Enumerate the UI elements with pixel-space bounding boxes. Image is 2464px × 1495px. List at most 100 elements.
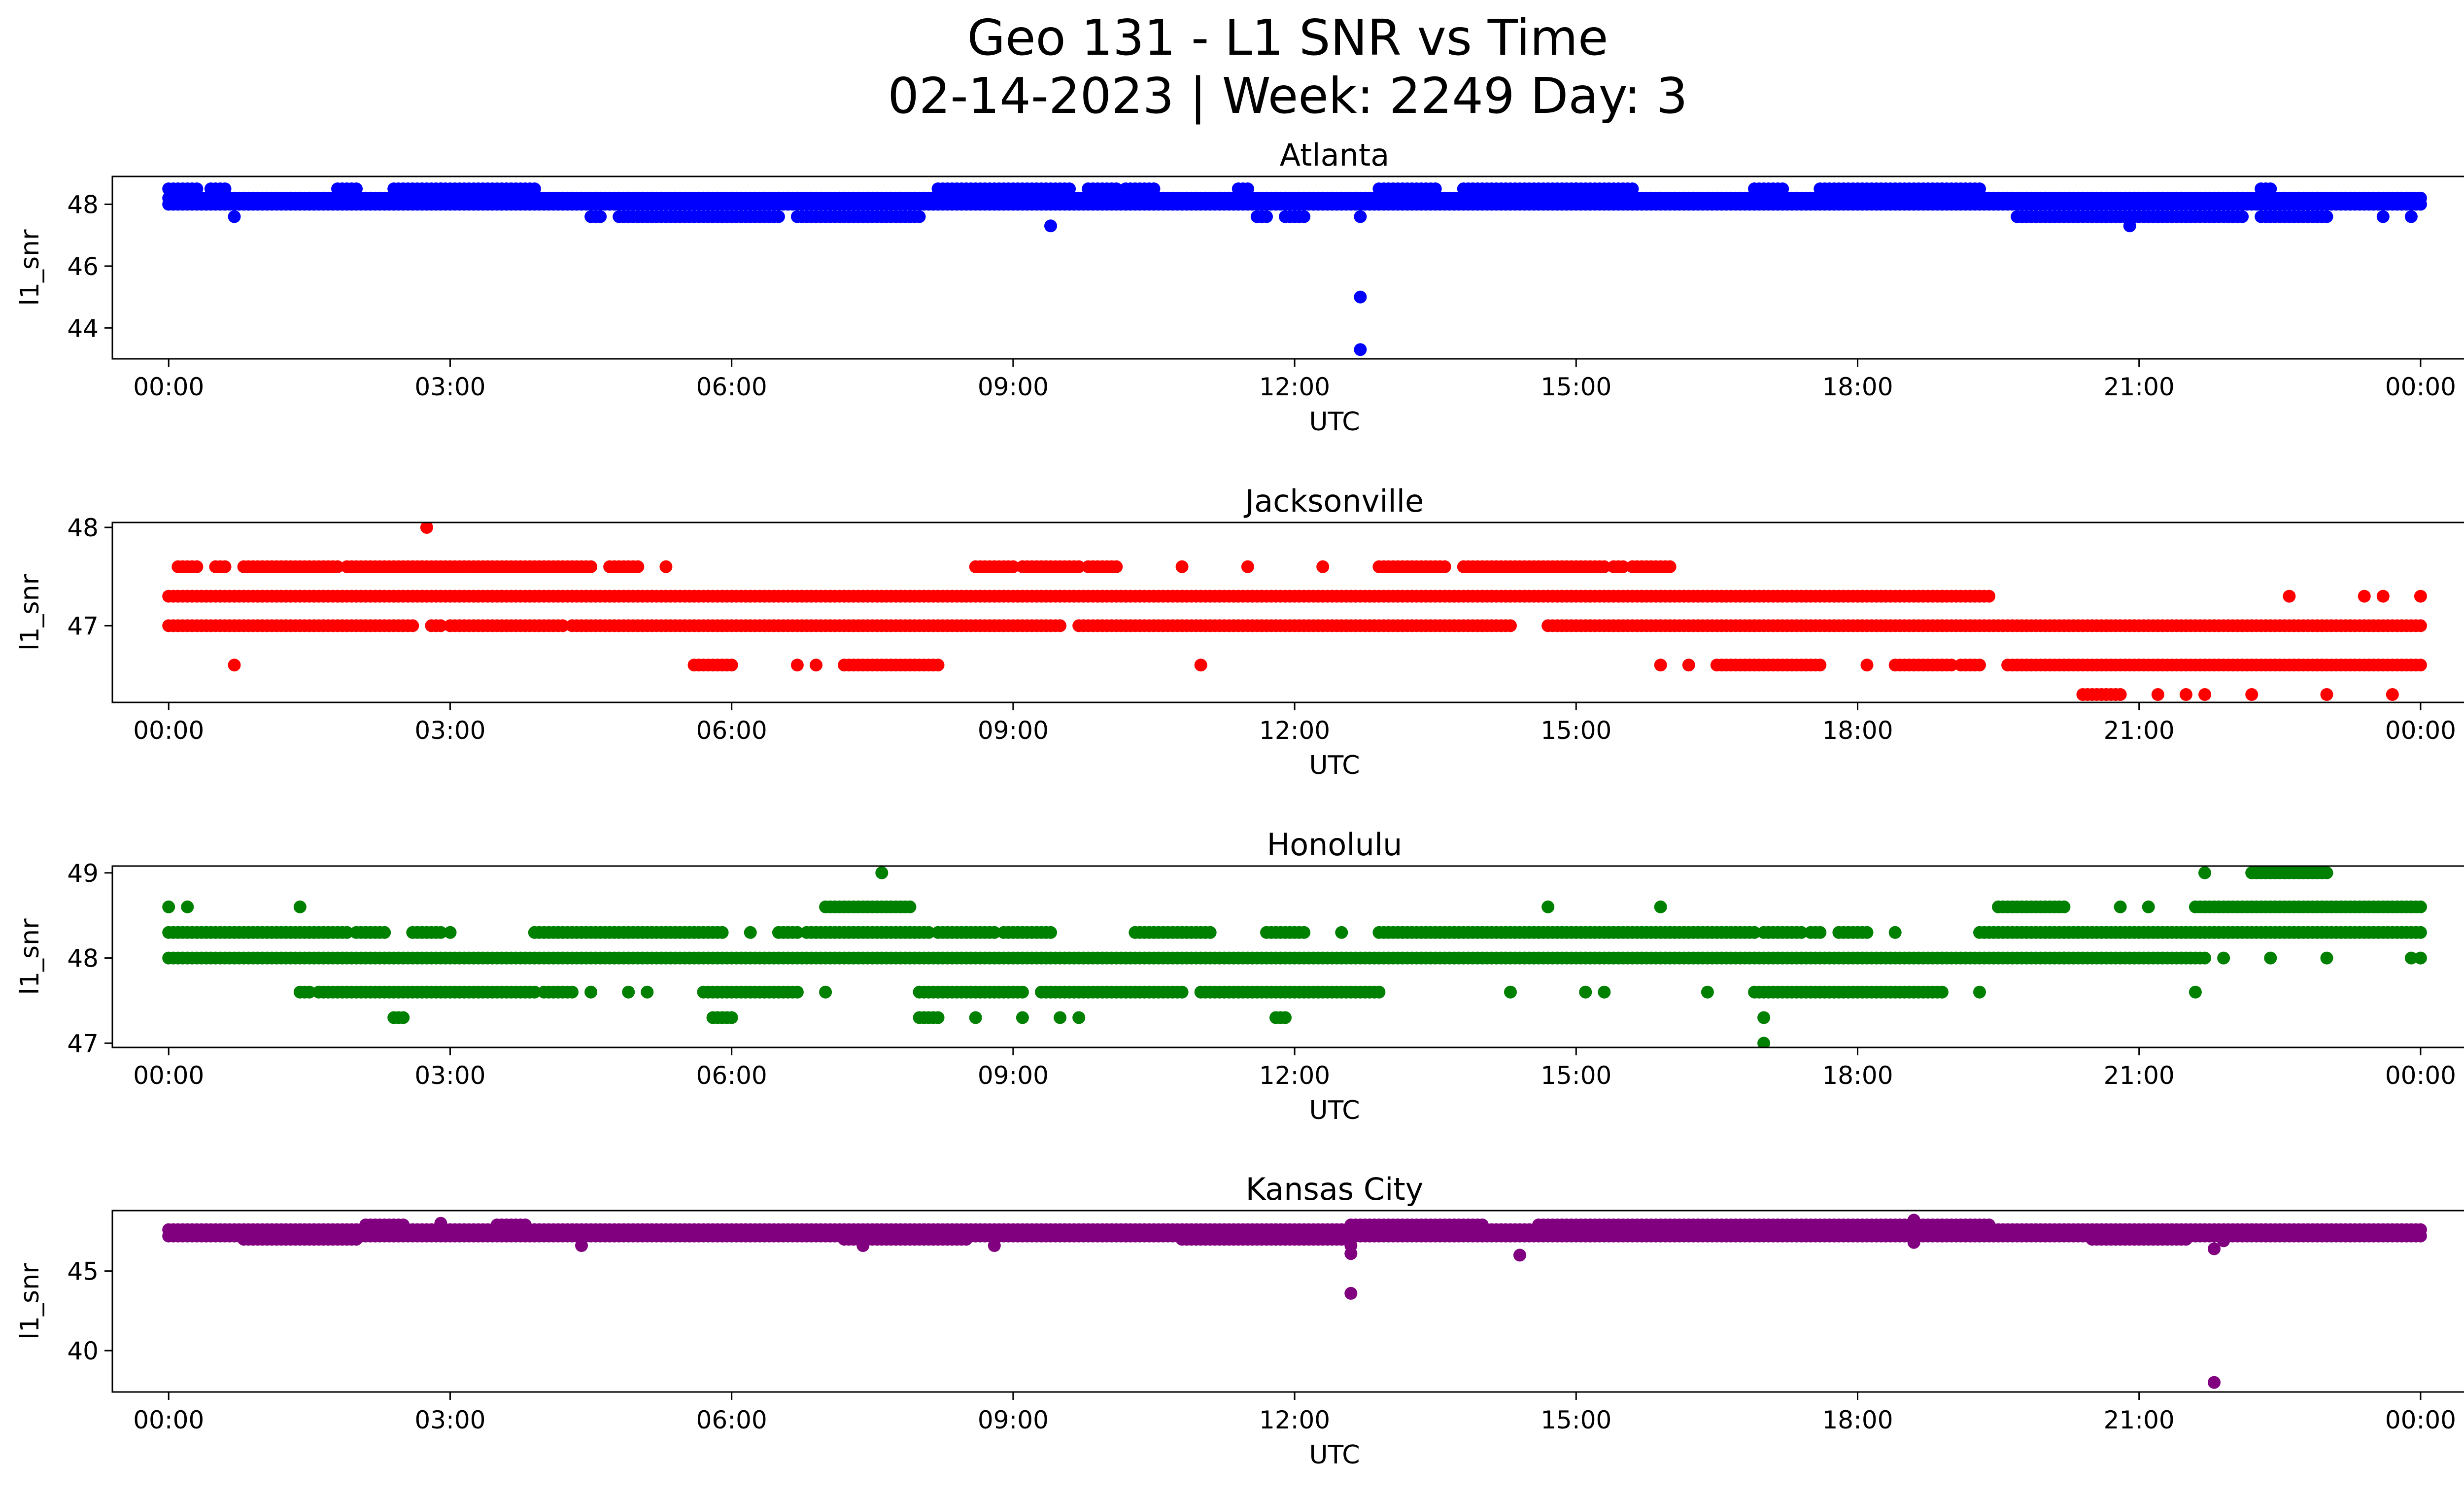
y-tick-label: 48	[67, 944, 99, 973]
data-point	[1973, 659, 1986, 672]
panel-title: Atlanta	[1280, 137, 1389, 173]
series-kansas-city	[162, 1214, 2427, 1389]
data-point	[1241, 560, 1254, 573]
x-tick-label: 00:00	[2385, 373, 2456, 401]
data-point	[1335, 926, 1348, 939]
x-tick-label: 12:00	[1259, 1061, 1330, 1090]
data-point	[594, 210, 607, 223]
data-point	[1241, 182, 1254, 196]
data-point	[1757, 1011, 1771, 1024]
axes-frame	[111, 175, 2464, 360]
data-point	[2236, 210, 2249, 223]
data-point	[2414, 900, 2427, 913]
data-point	[2114, 688, 2127, 701]
data-point	[1973, 182, 1986, 196]
data-point	[1063, 182, 1076, 196]
data-point	[1316, 560, 1330, 573]
y-tick-label: 47	[67, 1029, 99, 1058]
x-axis-label: UTC	[1309, 1096, 1360, 1125]
data-point	[1194, 659, 1207, 672]
data-point	[528, 182, 541, 196]
data-point	[1654, 659, 1667, 672]
data-point	[2320, 210, 2333, 223]
data-point	[1935, 985, 1949, 999]
data-point	[528, 985, 541, 999]
axes-frame	[111, 865, 2464, 1048]
data-point	[1054, 619, 1067, 632]
data-point	[556, 619, 569, 632]
data-point	[1044, 219, 1057, 233]
data-point	[1175, 985, 1189, 999]
data-point	[162, 900, 175, 913]
data-point	[1504, 619, 1517, 632]
data-point	[744, 926, 757, 939]
data-point	[1541, 900, 1555, 913]
data-point	[1598, 560, 1611, 573]
data-point	[1776, 182, 1789, 196]
x-tick-label: 00:00	[133, 1061, 204, 1090]
data-point	[716, 926, 729, 939]
data-point	[1701, 985, 1714, 999]
x-tick-label: 06:00	[696, 1061, 767, 1090]
data-point	[2198, 951, 2211, 965]
figure-title: Geo 131 - L1 SNR vs Time 02-14-2023 | We…	[0, 9, 2464, 125]
data-point	[1860, 659, 1874, 672]
data-point	[218, 560, 232, 573]
y-axis-label: l1_snr	[15, 918, 45, 995]
data-point	[1579, 985, 1592, 999]
data-point	[2198, 866, 2211, 879]
data-point	[1475, 1218, 1489, 1232]
data-point	[350, 182, 363, 196]
x-tick-label: 18:00	[1822, 716, 1893, 745]
x-tick-label: 03:00	[414, 716, 485, 745]
data-point	[641, 985, 654, 999]
y-tick-label: 44	[67, 314, 99, 343]
x-tick-label: 18:00	[1822, 1061, 1893, 1090]
data-point	[397, 1011, 410, 1024]
data-point	[1054, 1011, 1067, 1024]
axes-frame	[111, 522, 2464, 703]
data-point	[2414, 1229, 2427, 1243]
x-axis-label: UTC	[1309, 751, 1360, 780]
data-point	[2358, 590, 2371, 603]
data-point	[1175, 560, 1189, 573]
data-point	[2123, 219, 2136, 233]
data-point	[922, 926, 935, 939]
data-point	[2245, 688, 2259, 701]
x-tick-label: 00:00	[133, 373, 204, 401]
data-point	[1110, 560, 1123, 573]
x-tick-label: 06:00	[696, 373, 767, 401]
x-tick-label: 03:00	[414, 1061, 485, 1090]
data-point	[2414, 926, 2427, 939]
data-point	[1973, 985, 1986, 999]
x-tick-label: 18:00	[1822, 373, 1893, 401]
x-tick-label: 15:00	[1540, 373, 1611, 401]
data-point	[228, 659, 241, 672]
data-point	[1072, 560, 1086, 573]
data-point	[2414, 659, 2427, 672]
data-point	[1504, 985, 1517, 999]
y-axis-label: l1_snr	[15, 229, 45, 306]
data-point	[1748, 926, 1761, 939]
data-point	[2142, 900, 2155, 913]
data-point	[397, 1218, 410, 1232]
data-point	[2151, 688, 2164, 701]
data-point	[2414, 619, 2427, 632]
data-point	[190, 182, 204, 196]
x-tick-label: 21:00	[2104, 1061, 2175, 1090]
data-point	[810, 659, 822, 672]
data-point	[378, 926, 391, 939]
data-point	[2283, 590, 2296, 603]
data-point	[2404, 210, 2418, 223]
data-point	[790, 985, 804, 999]
data-point	[1354, 290, 1367, 304]
panel-title: Honolulu	[1267, 827, 1403, 863]
data-point	[2320, 951, 2333, 965]
data-point	[228, 210, 241, 223]
data-point	[1298, 210, 1311, 223]
x-tick-label: 09:00	[978, 373, 1049, 401]
data-point	[1983, 1218, 1996, 1232]
